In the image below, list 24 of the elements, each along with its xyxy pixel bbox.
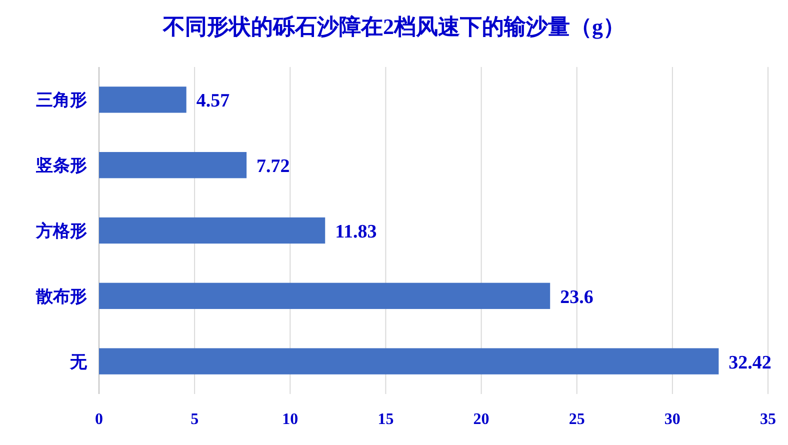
bar [99,86,186,113]
x-tick-label: 10 [282,411,298,428]
data-label: 23.6 [560,286,594,308]
data-label: 7.72 [256,156,290,178]
y-tick-label: 竖条形 [35,156,87,176]
x-tick-label: 30 [664,411,680,428]
chart-title: 不同形状的砾石沙障在2档风速下的输沙量（g） [162,14,625,39]
x-tick-label: 35 [760,411,776,428]
y-tick-label: 三角形 [36,90,87,110]
x-tick-label: 15 [378,411,394,428]
bar [99,348,719,374]
y-tick-label: 无 [69,352,88,372]
data-label: 32.42 [728,352,772,374]
y-tick-label: 方格形 [35,222,87,240]
bar [99,217,326,244]
y-tick-label: 散布形 [35,286,87,306]
bar [99,282,550,309]
x-tick-label: 0 [95,411,103,428]
data-label: 4.57 [196,90,230,112]
x-tick-label: 25 [568,411,585,428]
data-label: 11.83 [335,222,377,242]
bar [99,152,247,178]
x-tick-label: 20 [473,411,490,428]
x-tick-label: 5 [190,411,199,428]
